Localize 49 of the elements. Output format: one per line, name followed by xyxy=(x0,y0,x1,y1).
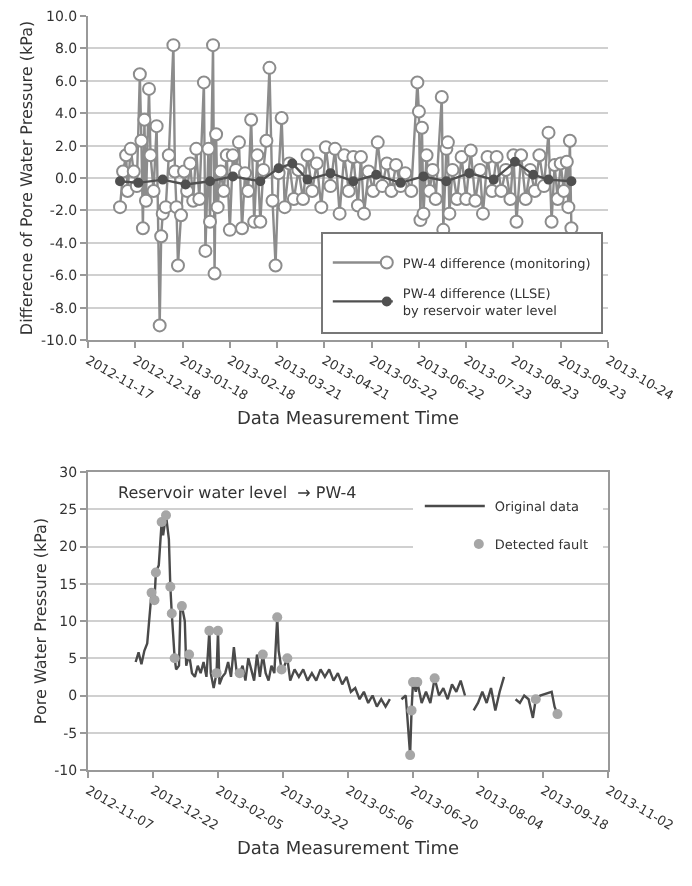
point xyxy=(552,709,563,720)
point xyxy=(464,168,475,179)
y-axis-title: Differecne of Pore Water Pressure (kPa) xyxy=(18,20,37,336)
point xyxy=(418,171,429,182)
point xyxy=(530,694,541,705)
point xyxy=(161,510,171,521)
point xyxy=(273,163,284,174)
annotation: Reservoir water level → PW-4 xyxy=(118,484,357,502)
point xyxy=(180,179,191,190)
point xyxy=(325,168,336,179)
point xyxy=(406,705,417,716)
point xyxy=(276,664,287,675)
point xyxy=(133,177,144,188)
point xyxy=(255,176,266,187)
point xyxy=(149,595,160,606)
point xyxy=(405,750,416,761)
point xyxy=(205,176,215,187)
point xyxy=(150,567,161,578)
point xyxy=(395,177,406,188)
x-axis-title: Data Measurement Time xyxy=(236,839,460,860)
point xyxy=(234,668,245,679)
point xyxy=(272,612,283,623)
point xyxy=(169,653,180,664)
point xyxy=(441,176,452,187)
y-axis-title: Pore Water Pressure (kPa) xyxy=(31,517,50,725)
point xyxy=(213,625,223,636)
point xyxy=(165,581,176,592)
point xyxy=(176,601,187,612)
point xyxy=(509,156,520,167)
x-axis-title: Data Measurement Time xyxy=(236,409,460,430)
point xyxy=(282,653,293,664)
point xyxy=(302,174,313,185)
point xyxy=(528,169,539,180)
point xyxy=(115,176,126,187)
point xyxy=(543,174,554,185)
point xyxy=(348,176,359,187)
point xyxy=(429,673,440,684)
point xyxy=(204,625,215,636)
point xyxy=(227,171,238,182)
point xyxy=(166,608,177,619)
point xyxy=(184,649,195,660)
point xyxy=(257,649,268,660)
point xyxy=(156,516,167,527)
point xyxy=(488,174,499,185)
point xyxy=(371,169,382,180)
point xyxy=(157,174,168,185)
point xyxy=(566,176,577,187)
point xyxy=(287,158,298,169)
point xyxy=(211,668,222,679)
